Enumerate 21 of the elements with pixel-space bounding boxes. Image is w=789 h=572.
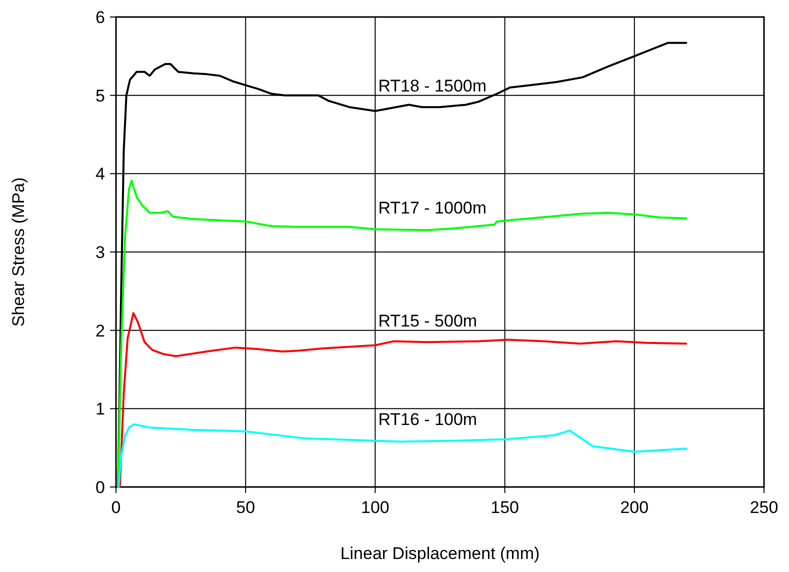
- series-label: RT18 - 1500m: [378, 76, 487, 96]
- x-tick-label: 250: [750, 498, 778, 517]
- line-series: [118, 312, 688, 488]
- x-tick-label: 50: [236, 498, 256, 517]
- series-label: RT17 - 1000m: [378, 198, 487, 218]
- y-tick-label: 0: [96, 478, 105, 497]
- series-label: RT16 - 100m: [378, 410, 478, 429]
- series-label: RT15 - 500m: [378, 311, 478, 330]
- y-tick-label: 5: [96, 86, 105, 106]
- y-tick-label: 2: [96, 321, 105, 340]
- y-tick-label: 3: [96, 243, 105, 262]
- y-tick-label: 6: [96, 8, 105, 27]
- y-tick-label: 1: [96, 400, 105, 419]
- line-series: [117, 180, 688, 488]
- x-tick-label: 150: [490, 498, 519, 517]
- y-axis-title: Shear Stress (MPa): [9, 177, 28, 327]
- x-tick-label: 100: [361, 498, 390, 517]
- x-tick-label: 200: [620, 498, 649, 517]
- y-tick-label: 4: [96, 164, 105, 184]
- x-axis-title: Linear Displacement (mm): [340, 544, 540, 563]
- x-tick-label: 0: [111, 498, 121, 517]
